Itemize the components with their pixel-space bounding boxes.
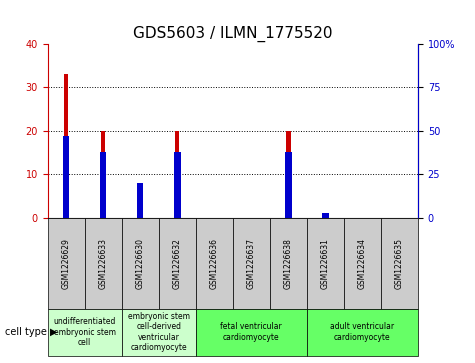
Bar: [137, 183, 143, 218]
Title: GDS5603 / ILMN_1775520: GDS5603 / ILMN_1775520: [133, 26, 332, 42]
Bar: [307, 309, 418, 356]
Text: GSM1226632: GSM1226632: [173, 238, 181, 289]
Text: cell type ▶: cell type ▶: [5, 327, 57, 337]
Bar: [196, 309, 307, 356]
Text: GSM1226635: GSM1226635: [395, 238, 404, 289]
Bar: [138, 187, 142, 218]
Text: GSM1226629: GSM1226629: [62, 238, 70, 289]
Text: GSM1226633: GSM1226633: [99, 238, 107, 289]
Bar: [85, 218, 122, 309]
Bar: [48, 218, 85, 309]
Bar: [322, 213, 329, 218]
Bar: [286, 131, 291, 218]
Bar: [159, 218, 196, 309]
Text: embryonic stem
cell-derived
ventricular
cardiomyocyte: embryonic stem cell-derived ventricular …: [128, 312, 190, 352]
Bar: [233, 218, 270, 309]
Bar: [48, 309, 122, 356]
Text: fetal ventricular
cardiomyocyte: fetal ventricular cardiomyocyte: [220, 322, 282, 342]
Bar: [196, 218, 233, 309]
Bar: [381, 218, 418, 309]
Bar: [122, 218, 159, 309]
Bar: [63, 136, 69, 218]
Text: GSM1226636: GSM1226636: [210, 238, 218, 289]
Text: adult ventricular
cardiomyocyte: adult ventricular cardiomyocyte: [331, 322, 395, 342]
Text: GSM1226638: GSM1226638: [284, 238, 293, 289]
Text: GSM1226631: GSM1226631: [321, 238, 330, 289]
Bar: [64, 74, 68, 218]
Bar: [307, 218, 344, 309]
Bar: [174, 152, 180, 218]
Bar: [285, 152, 292, 218]
Text: GSM1226637: GSM1226637: [247, 238, 256, 289]
Text: undifferentiated
embryonic stem
cell: undifferentiated embryonic stem cell: [53, 317, 116, 347]
Text: GSM1226630: GSM1226630: [136, 238, 144, 289]
Bar: [101, 131, 105, 218]
Bar: [122, 309, 196, 356]
Bar: [175, 131, 180, 218]
Text: GSM1226634: GSM1226634: [358, 238, 367, 289]
Bar: [344, 218, 381, 309]
Bar: [323, 213, 328, 218]
Bar: [100, 152, 106, 218]
Bar: [270, 218, 307, 309]
